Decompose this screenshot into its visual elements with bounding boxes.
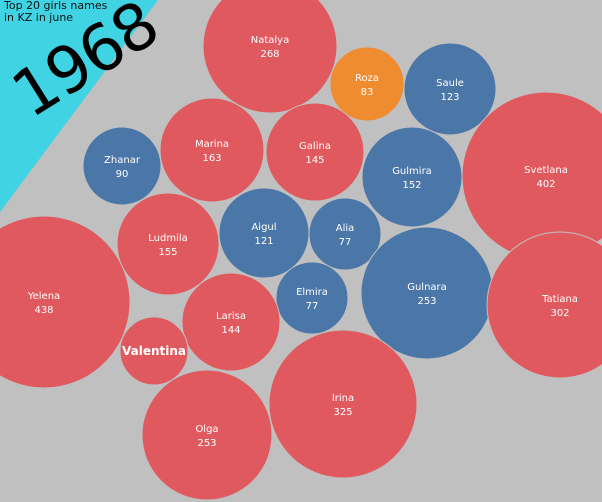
bubble-circle-yelena[interactable] bbox=[0, 215, 131, 389]
bubble-label-larisa: Larisa bbox=[216, 311, 246, 322]
bubble-value-svetlana: 402 bbox=[536, 179, 555, 190]
bubble-label-gulmira: Gulmira bbox=[392, 166, 432, 177]
bubble-label-yelena: Yelena bbox=[27, 291, 60, 302]
bubble-value-saule: 123 bbox=[440, 92, 459, 103]
bubble-value-natalya: 268 bbox=[260, 49, 279, 60]
bubble-label-marina: Marina bbox=[195, 139, 229, 150]
bubble-olga[interactable]: Olga 253 bbox=[141, 369, 273, 501]
chart-title: Top 20 girls names in KZ in june bbox=[4, 0, 108, 24]
bubble-label-gulnara: Gulnara bbox=[407, 282, 447, 293]
bubble-circle-ludmila[interactable] bbox=[116, 192, 220, 296]
bubble-value-irina: 325 bbox=[333, 407, 352, 418]
bubble-label-galina: Galina bbox=[299, 141, 331, 152]
bubble-value-zhanar: 90 bbox=[116, 169, 129, 180]
bubble-value-olga: 253 bbox=[197, 438, 216, 449]
bubble-circle-irina[interactable] bbox=[268, 329, 418, 479]
bubble-circle-valentina[interactable] bbox=[119, 316, 189, 386]
bubble-circle-marina[interactable] bbox=[159, 97, 265, 203]
bubble-circle-tatiana[interactable] bbox=[486, 231, 602, 379]
bubble-label-olga: Olga bbox=[195, 424, 218, 435]
bubble-saule[interactable]: Saule 123 bbox=[403, 42, 497, 136]
bubble-value-galina: 145 bbox=[305, 155, 324, 166]
bubble-svetlana[interactable]: Svetlana 402 bbox=[461, 91, 602, 261]
bubble-irina[interactable]: Irina 325 bbox=[268, 329, 418, 479]
corner-banner bbox=[0, 0, 158, 212]
bubble-circle-saule[interactable] bbox=[403, 42, 497, 136]
bubble-circle-olga[interactable] bbox=[141, 369, 273, 501]
bubble-circle-natalya[interactable] bbox=[202, 0, 338, 114]
bubble-ludmila[interactable]: Ludmila 155 bbox=[116, 192, 220, 296]
bubble-circle-gulnara[interactable] bbox=[360, 226, 494, 360]
bubble-alia[interactable]: Alia 77 bbox=[308, 197, 382, 271]
bubble-gulnara[interactable]: Gulnara 253 bbox=[360, 226, 494, 360]
bubble-tatiana[interactable]: Tatiana 302 bbox=[486, 231, 602, 379]
bubble-value-gulnara: 253 bbox=[417, 296, 436, 307]
bubble-circle-elmira[interactable] bbox=[275, 261, 349, 335]
bubble-gulmira[interactable]: Gulmira 152 bbox=[361, 126, 463, 228]
bubble-label-aigul: Aigul bbox=[251, 222, 276, 233]
bubble-circle-roza[interactable] bbox=[329, 46, 405, 122]
bubble-label-zhanar: Zhanar bbox=[104, 155, 141, 166]
bubble-label-ludmila: Ludmila bbox=[148, 233, 188, 244]
bubble-label-svetlana: Svetlana bbox=[524, 165, 568, 176]
bubble-value-aigul: 121 bbox=[254, 236, 273, 247]
bubble-value-roza: 83 bbox=[361, 87, 374, 98]
bubble-circle-gulmira[interactable] bbox=[361, 126, 463, 228]
bubble-value-gulmira: 152 bbox=[402, 180, 421, 191]
bubble-circle-larisa[interactable] bbox=[181, 272, 281, 372]
bubble-value-alia: 77 bbox=[339, 237, 352, 248]
bubble-value-tatiana: 302 bbox=[550, 308, 569, 319]
bubble-label-saule: Saule bbox=[436, 78, 464, 89]
bubble-value-marina: 163 bbox=[202, 153, 221, 164]
bubble-larisa[interactable]: Larisa 144 bbox=[181, 272, 281, 372]
bubble-circle-galina[interactable] bbox=[265, 102, 365, 202]
bubble-value-larisa: 144 bbox=[221, 325, 240, 336]
bubble-galina[interactable]: Galina 145 bbox=[265, 102, 365, 202]
bubble-valentina[interactable]: Valentina bbox=[119, 316, 189, 386]
bubble-marina[interactable]: Marina 163 bbox=[159, 97, 265, 203]
bubble-circle-zhanar[interactable] bbox=[82, 126, 162, 206]
bubble-label-tatiana: Tatiana bbox=[541, 294, 578, 305]
bubble-yelena[interactable]: Yelena 438 bbox=[0, 215, 131, 389]
bubble-label-natalya: Natalya bbox=[251, 35, 289, 46]
bubble-label-elmira: Elmira bbox=[296, 287, 328, 298]
bubble-roza[interactable]: Roza 83 bbox=[329, 46, 405, 122]
bubble-label-valentina: Valentina bbox=[122, 344, 186, 358]
bubble-value-ludmila: 155 bbox=[158, 247, 177, 258]
bubble-elmira[interactable]: Elmira 77 bbox=[275, 261, 349, 335]
bubble-label-alia: Alia bbox=[336, 223, 355, 234]
bubble-value-elmira: 77 bbox=[306, 301, 319, 312]
bubble-circle-alia[interactable] bbox=[308, 197, 382, 271]
bubble-label-irina: Irina bbox=[332, 393, 354, 404]
bubble-zhanar[interactable]: Zhanar 90 bbox=[82, 126, 162, 206]
bubble-circle-aigul[interactable] bbox=[218, 187, 310, 279]
bubble-natalya[interactable]: Natalya 268 bbox=[202, 0, 338, 114]
bubble-aigul[interactable]: Aigul 121 bbox=[218, 187, 310, 279]
bubble-label-roza: Roza bbox=[355, 73, 379, 84]
bubble-value-yelena: 438 bbox=[34, 305, 53, 316]
